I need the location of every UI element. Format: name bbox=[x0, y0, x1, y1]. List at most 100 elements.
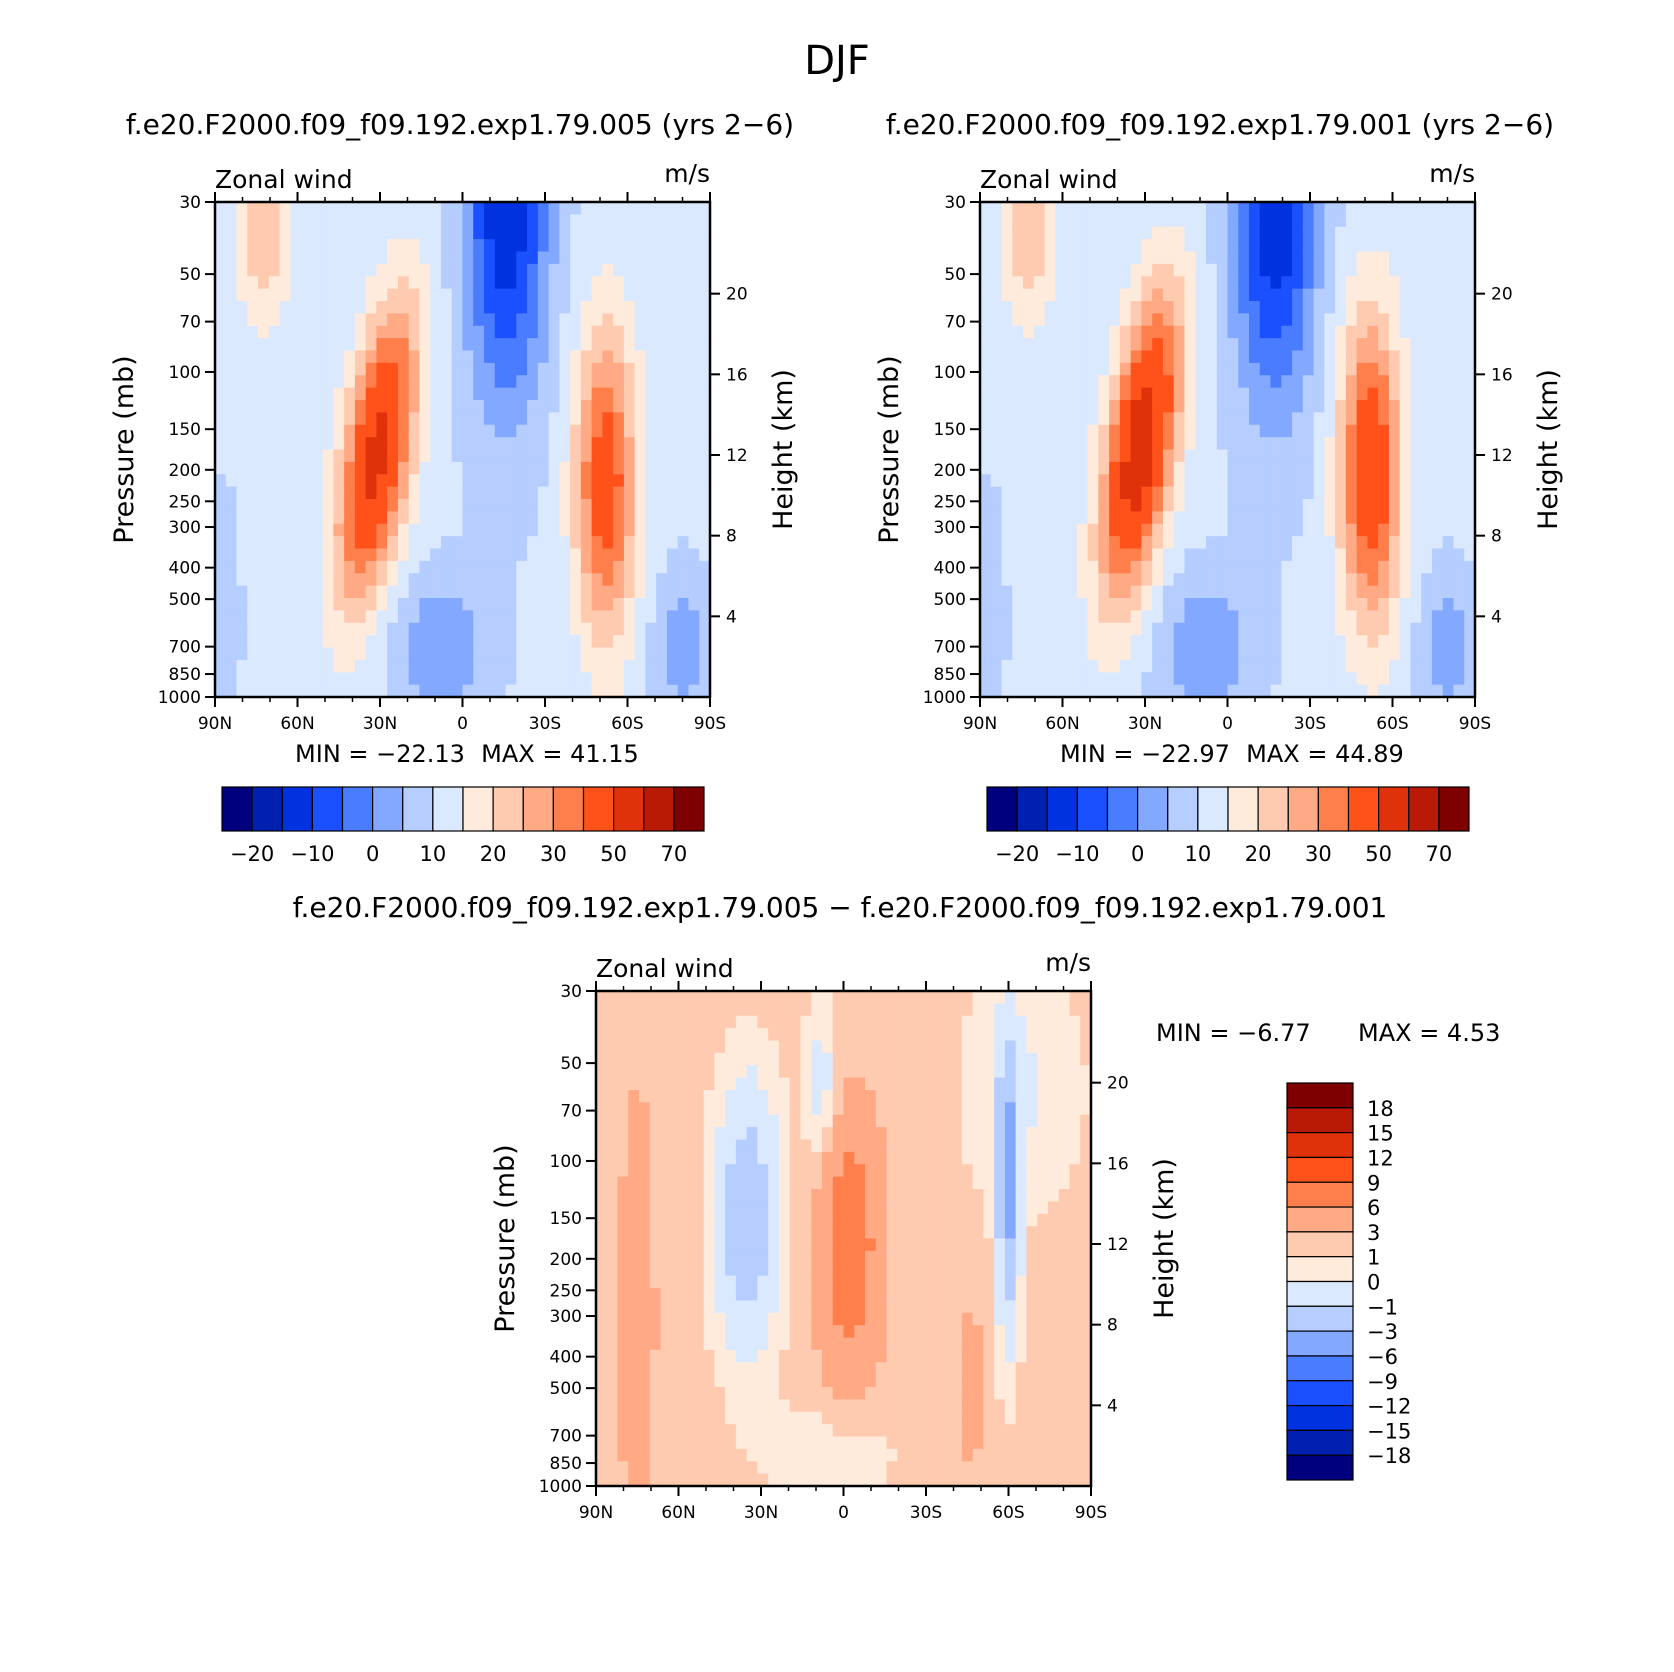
contour-cell bbox=[1184, 486, 1196, 500]
contour-cell bbox=[789, 1114, 802, 1128]
contour-cell bbox=[516, 288, 528, 302]
y-tick-label: 850 bbox=[934, 665, 966, 685]
contour-cell bbox=[1464, 338, 1476, 352]
contour-cell bbox=[344, 585, 356, 599]
contour-cell bbox=[746, 1003, 759, 1017]
contour-cell bbox=[682, 1201, 694, 1215]
contour-cell bbox=[516, 400, 528, 413]
contour-cell bbox=[1313, 461, 1325, 475]
contour-cell bbox=[671, 1213, 683, 1227]
contour-cell bbox=[1066, 424, 1078, 438]
contour-cell bbox=[1399, 647, 1412, 661]
contour-cell bbox=[290, 511, 302, 525]
contour-cell bbox=[247, 610, 259, 624]
contour-cell bbox=[1345, 288, 1358, 302]
contour-cell bbox=[757, 1201, 769, 1215]
contour-cell bbox=[1464, 437, 1476, 451]
contour-cell bbox=[311, 263, 324, 277]
contour-cell bbox=[623, 672, 636, 686]
contour-cell bbox=[258, 375, 270, 389]
contour-cell bbox=[1130, 659, 1143, 673]
contour-cell bbox=[746, 1127, 759, 1141]
contour-cell bbox=[1195, 622, 1207, 636]
contour-cell bbox=[1367, 375, 1379, 389]
contour-cell bbox=[1205, 461, 1218, 475]
contour-cell bbox=[311, 449, 324, 463]
contour-cell bbox=[725, 1176, 737, 1190]
contour-cell bbox=[980, 659, 992, 673]
contour-cell bbox=[484, 449, 496, 463]
contour-cell bbox=[677, 350, 690, 364]
contour-cell bbox=[462, 251, 474, 265]
contour-cell bbox=[746, 1275, 759, 1289]
contour-cell bbox=[1313, 499, 1325, 512]
contour-cell bbox=[1388, 598, 1401, 611]
contour-cell bbox=[225, 659, 238, 673]
contour-cell bbox=[1130, 338, 1143, 352]
contour-cell bbox=[1173, 338, 1186, 352]
contour-cell bbox=[606, 1015, 619, 1029]
contour-cell bbox=[462, 202, 474, 215]
contour-cell bbox=[639, 1374, 651, 1388]
contour-cell bbox=[660, 1102, 672, 1116]
contour-cell bbox=[1302, 338, 1315, 352]
contour-cell bbox=[462, 375, 474, 389]
contour-cell bbox=[660, 1374, 672, 1388]
contour-cell bbox=[778, 1399, 791, 1413]
contour-cell bbox=[1367, 400, 1379, 413]
contour-cell bbox=[473, 672, 485, 686]
contour-cell bbox=[832, 1164, 845, 1178]
contour-cell bbox=[714, 1176, 726, 1190]
contour-cell bbox=[1399, 375, 1412, 389]
contour-cell bbox=[408, 449, 421, 463]
contour-cell bbox=[682, 1362, 694, 1376]
contour-cell bbox=[714, 1461, 726, 1475]
contour-cell bbox=[279, 424, 291, 438]
contour-cell bbox=[268, 548, 281, 562]
contour-cell bbox=[1162, 585, 1175, 599]
contour-cell bbox=[548, 684, 560, 698]
contour-cell bbox=[1001, 449, 1013, 463]
contour-cell bbox=[1399, 387, 1412, 401]
contour-cell bbox=[215, 684, 227, 698]
contour-cell bbox=[1356, 560, 1368, 574]
contour-cell bbox=[1453, 362, 1465, 376]
contour-cell bbox=[649, 1238, 662, 1252]
contour-cell bbox=[778, 1213, 791, 1227]
contour-cell bbox=[1173, 486, 1186, 500]
contour-cell bbox=[236, 424, 248, 438]
contour-cell bbox=[645, 647, 657, 661]
contour-cell bbox=[247, 387, 259, 401]
contour-cell bbox=[1055, 362, 1067, 376]
contour-cell bbox=[354, 585, 367, 599]
contour-cell bbox=[548, 263, 560, 277]
contour-cell bbox=[1356, 325, 1368, 339]
contour-cell bbox=[1152, 276, 1164, 290]
contour-cell bbox=[886, 1102, 898, 1116]
contour-cell bbox=[811, 1362, 823, 1376]
contour-cell bbox=[602, 350, 614, 364]
contour-cell bbox=[639, 1040, 651, 1054]
contour-cell bbox=[671, 1436, 683, 1450]
contour-cell bbox=[1216, 672, 1229, 686]
contour-cell bbox=[1098, 288, 1110, 302]
contour-cell bbox=[990, 622, 1003, 636]
contour-cell bbox=[757, 1052, 769, 1066]
contour-cell bbox=[451, 313, 464, 327]
contour-cell bbox=[1055, 585, 1067, 599]
contour-cell bbox=[1216, 214, 1229, 228]
contour-cell bbox=[656, 585, 668, 599]
contour-cell bbox=[660, 1337, 672, 1351]
contour-cell bbox=[778, 1189, 791, 1202]
contour-cell bbox=[735, 991, 748, 1004]
contour-cell bbox=[1205, 338, 1218, 352]
contour-cell bbox=[990, 350, 1003, 364]
contour-cell bbox=[980, 214, 992, 228]
contour-cell bbox=[811, 1288, 823, 1301]
contour-cell bbox=[671, 1448, 683, 1462]
contour-cell bbox=[617, 1399, 629, 1413]
contour-cell bbox=[703, 1052, 715, 1066]
y-tick-label: 500 bbox=[934, 590, 966, 610]
contour-cell bbox=[279, 387, 291, 401]
contour-cell bbox=[215, 412, 227, 426]
